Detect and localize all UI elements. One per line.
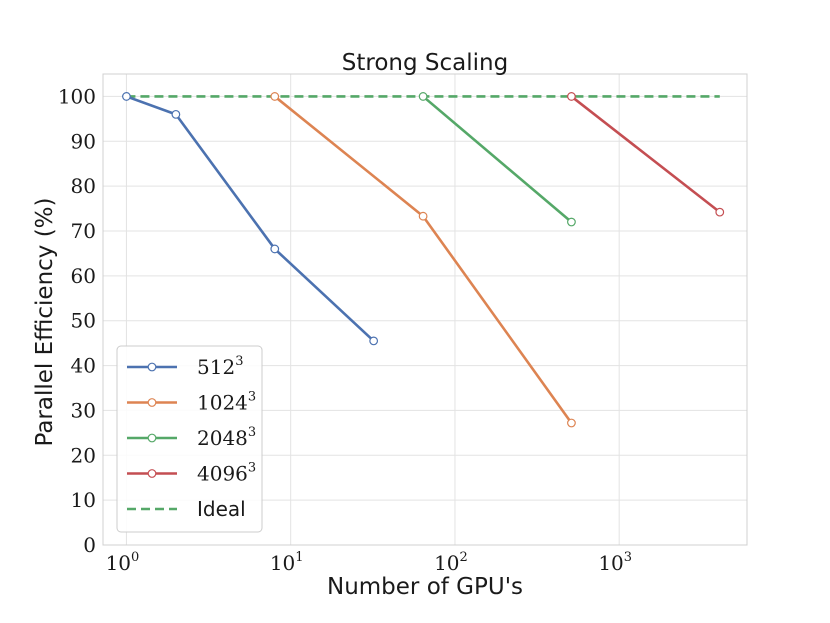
chart-title: Strong Scaling <box>342 50 508 76</box>
legend: 5123 10243 20483 40963 Ideal <box>116 345 263 533</box>
y-tick-label: 100 <box>58 84 96 108</box>
series-line <box>422 95 573 224</box>
legend-label: 40963 <box>197 461 256 486</box>
legend-marker <box>147 362 157 372</box>
y-tick-label: 70 <box>71 219 96 243</box>
data-point <box>171 109 181 119</box>
x-axis-label: Number of GPU's <box>327 574 523 600</box>
legend-marker <box>147 433 157 443</box>
y-tick-label: 30 <box>71 398 96 422</box>
legend-item-4096: 40963 <box>127 461 256 486</box>
y-tick-label: 50 <box>71 309 96 333</box>
legend-item-ideal: Ideal <box>127 497 246 521</box>
plot-area <box>102 73 748 546</box>
y-axis-label: Parallel Efficiency (%) <box>32 197 58 446</box>
legend-item-2048: 20483 <box>127 425 256 450</box>
legend-label: Ideal <box>197 497 246 521</box>
legend-marker <box>147 398 157 407</box>
y-tick-label: 10 <box>71 488 96 512</box>
y-tick-label: 80 <box>71 174 96 198</box>
data-point <box>270 92 280 101</box>
series-4096 <box>567 92 725 217</box>
data-point <box>418 211 428 221</box>
y-tick-label: 60 <box>71 264 96 288</box>
y-tick-label: 40 <box>71 354 96 378</box>
series-line <box>125 95 375 342</box>
grid <box>103 74 747 546</box>
data-point <box>369 336 379 346</box>
data-point <box>715 207 725 217</box>
data-point <box>567 217 576 227</box>
legend-label: 20483 <box>197 425 256 450</box>
series-line <box>273 95 573 424</box>
x-tick-label: 103 <box>598 550 632 575</box>
series-line <box>570 95 721 214</box>
legend-label: 5123 <box>197 354 243 379</box>
data-point <box>567 92 576 101</box>
series-2048 <box>418 92 576 227</box>
legend-item-1024: 10243 <box>127 390 256 415</box>
x-tick-label: 101 <box>270 550 304 575</box>
y-tick-label: 20 <box>71 443 96 467</box>
data-point <box>418 92 428 101</box>
series-1024 <box>270 92 576 428</box>
data-point <box>567 418 576 428</box>
legend-marker <box>147 469 157 478</box>
legend-box <box>116 345 263 533</box>
data-point <box>270 244 280 254</box>
y-tick-label: 0 <box>83 533 96 557</box>
legend-label: 10243 <box>197 390 256 415</box>
data-point <box>122 92 131 101</box>
x-tick-label: 100 <box>106 550 140 575</box>
x-tick-label: 102 <box>434 550 468 575</box>
series-layer <box>122 92 725 428</box>
series-512 <box>122 92 379 346</box>
legend-item-512: 5123 <box>127 354 243 379</box>
y-tick-label: 90 <box>71 129 96 153</box>
